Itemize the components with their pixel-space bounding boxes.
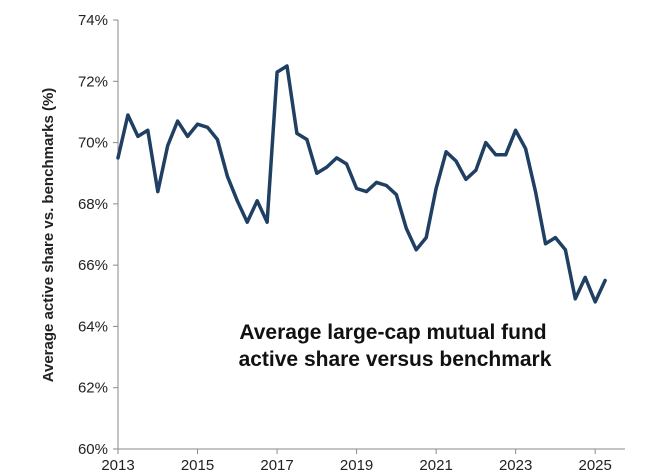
data-point [553, 236, 557, 240]
tick-labels: 60% 62% 64% 66% 68% 70% 72% 74% 2013 2015 2017 2019… [78, 12, 612, 470]
x-tick-label: 2023 [499, 457, 532, 470]
data-point [454, 159, 458, 163]
data-point [603, 279, 607, 282]
data-point [474, 168, 478, 172]
data-point [176, 119, 180, 123]
data-point [593, 300, 597, 304]
data-point [126, 113, 130, 117]
x-tick-label: 2021 [419, 457, 452, 470]
y-tick-label: 74% [78, 12, 108, 29]
data-point [414, 248, 418, 252]
data-point [305, 138, 309, 141]
data-point [424, 236, 428, 240]
data-point [484, 141, 488, 145]
data-point [583, 275, 587, 279]
data-point [275, 70, 279, 74]
x-tick-label: 2025 [578, 457, 611, 470]
data-point [146, 128, 150, 132]
series-layer [116, 64, 607, 304]
x-tick-label: 2019 [340, 457, 373, 470]
data-point [365, 190, 368, 194]
data-point [434, 187, 438, 190]
data-point [504, 153, 508, 157]
annotation: Average large-cap mutual fund active sha… [239, 321, 552, 371]
x-tick-label: 2013 [101, 457, 134, 470]
data-point [384, 184, 388, 187]
data-point [235, 199, 239, 203]
data-point [345, 162, 349, 166]
data-point [563, 248, 567, 252]
data-point [394, 193, 398, 197]
data-point [573, 297, 577, 301]
y-tick-label: 62% [78, 380, 108, 397]
data-point [524, 147, 528, 151]
data-point [534, 190, 537, 194]
data-point [464, 177, 468, 181]
annotation-line-1: Average large-cap mutual fund [239, 321, 546, 344]
annotation-line-2: active share versus benchmark [239, 348, 552, 371]
data-point [215, 138, 219, 141]
y-tick-label: 60% [78, 441, 108, 458]
data-point [514, 128, 518, 132]
x-tick-label: 2017 [260, 457, 293, 470]
y-tick-label: 64% [78, 318, 108, 335]
data-point [136, 134, 140, 138]
data-point [444, 150, 448, 154]
data-point [186, 134, 190, 138]
data-point [166, 144, 170, 148]
data-point [285, 64, 289, 68]
y-tick-label: 66% [78, 257, 108, 274]
data-point [494, 153, 498, 157]
data-point [544, 242, 547, 246]
data-point [116, 156, 120, 160]
data-point [315, 171, 319, 175]
data-point [245, 220, 249, 224]
y-tick-label: 68% [78, 196, 108, 213]
data-point [335, 156, 339, 160]
y-tick-label: 72% [78, 73, 108, 90]
data-point [196, 122, 199, 126]
data-point [375, 180, 378, 184]
data-point [206, 125, 209, 129]
data-point [156, 190, 160, 194]
series-line [116, 64, 607, 304]
data-point [325, 165, 329, 169]
tick-marks [113, 19, 596, 454]
data-point [295, 131, 299, 135]
axes [117, 20, 625, 450]
data-point [404, 226, 408, 230]
y-axis-title: Average active share vs. benchmarks (%) [40, 88, 57, 383]
y-tick-label: 70% [78, 135, 108, 152]
data-point [265, 220, 269, 224]
x-tick-label: 2015 [181, 457, 214, 470]
data-point [225, 174, 229, 178]
data-point [255, 199, 259, 203]
data-point [355, 187, 359, 190]
